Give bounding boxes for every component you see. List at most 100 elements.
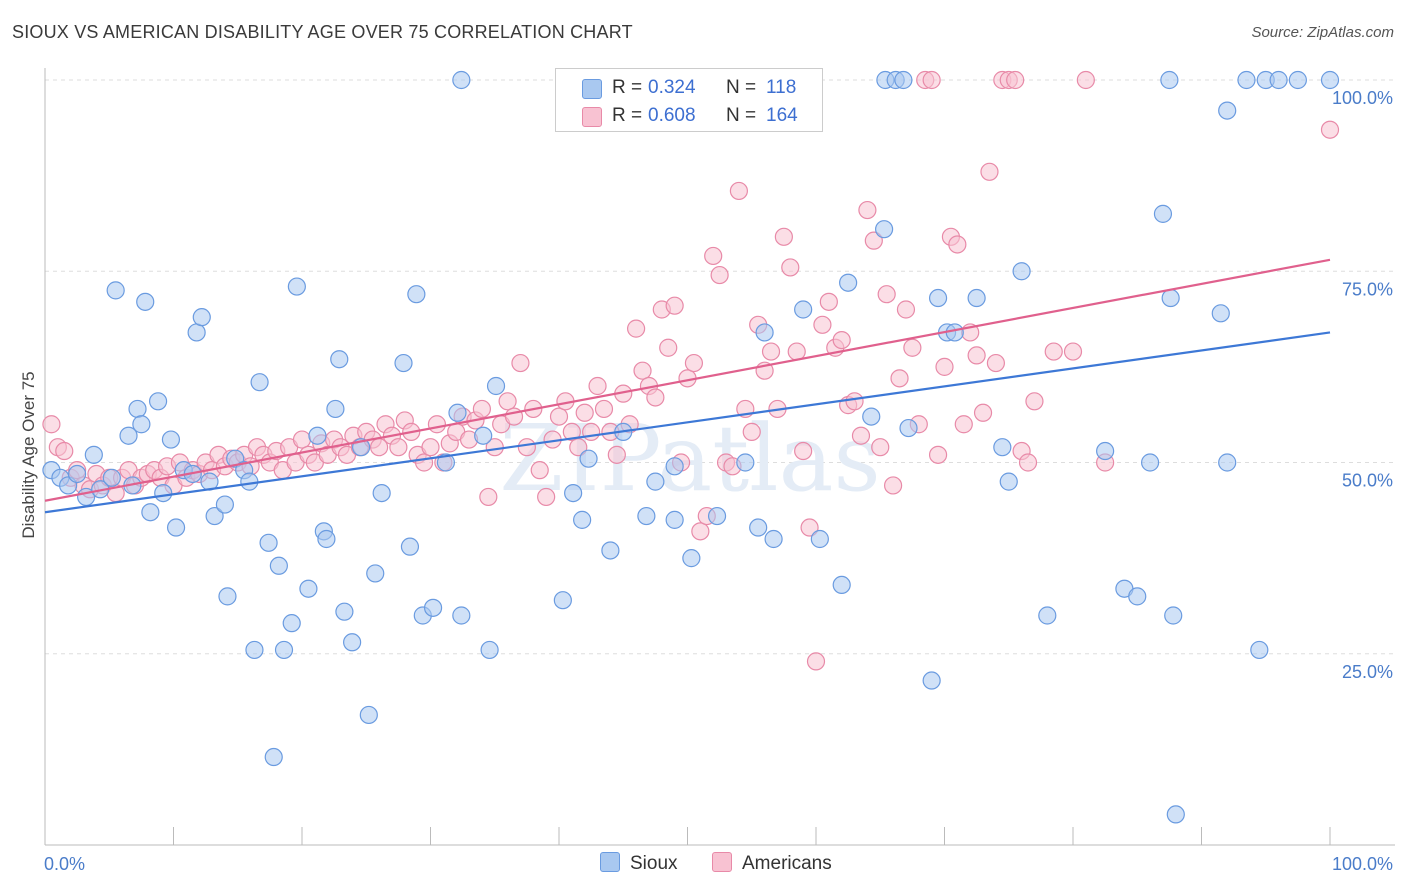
data-point-americans (845, 392, 864, 411)
legend-swatch-sioux (582, 79, 602, 99)
series-americans (42, 70, 1340, 671)
legend-r-value: 0.608 (648, 105, 696, 126)
data-point-americans (710, 265, 729, 285)
data-point-sioux (1288, 70, 1307, 90)
data-point-sioux (452, 606, 471, 625)
data-point-sioux (564, 484, 583, 503)
x-tick-labels: 0.0% 100.0% (44, 854, 1393, 874)
data-point-sioux (308, 426, 327, 445)
data-point-sioux (480, 640, 499, 660)
data-point-sioux (274, 640, 294, 660)
data-point-sioux (218, 587, 237, 606)
data-point-sioux (1038, 606, 1057, 625)
data-point-americans (774, 227, 793, 246)
data-point-sioux (264, 747, 283, 767)
trend-line-americans (44, 258, 1331, 502)
data-point-americans (594, 399, 614, 419)
data-point-sioux (1218, 101, 1237, 120)
data-point-americans (659, 338, 678, 357)
data-point-americans (864, 231, 883, 250)
trend-lines (44, 258, 1331, 514)
data-point-americans (1044, 342, 1063, 361)
data-point-americans (472, 399, 491, 419)
data-point-americans (646, 388, 665, 407)
data-point-americans (421, 438, 440, 457)
data-point-sioux (359, 705, 378, 725)
data-point-sioux (1211, 304, 1230, 323)
data-point-sioux (141, 503, 160, 522)
data-point-sioux (161, 430, 181, 449)
data-point-americans (389, 438, 408, 457)
data-point-americans (819, 292, 838, 311)
trend-line-sioux (44, 331, 1331, 514)
data-point-sioux (862, 407, 881, 426)
data-point-sioux (1161, 288, 1180, 308)
data-point-sioux (330, 350, 349, 369)
correlation-legend: R = 0.324 N = 118 R = 0.608 N = 164 (555, 68, 823, 132)
data-point-americans (800, 518, 819, 537)
legend-swatch-americans (582, 107, 602, 127)
data-point-sioux (343, 633, 362, 652)
data-point-sioux (474, 426, 493, 445)
data-point-americans (871, 438, 890, 457)
axes (44, 68, 1395, 846)
legend-r-label: R = (612, 77, 643, 98)
source-label: Source: ZipAtlas.com (1251, 24, 1394, 41)
data-point-americans (626, 319, 646, 338)
y-tick-label: 25.0% (1342, 662, 1393, 682)
data-point-americans (928, 445, 948, 464)
y-tick-labels: 25.0% 50.0% 75.0% 100.0% (1332, 88, 1393, 682)
data-point-sioux (326, 399, 345, 419)
y-tick-label: 75.0% (1342, 279, 1393, 299)
bottom-swatch-americans (712, 852, 732, 872)
data-point-americans (665, 296, 684, 315)
data-point-americans (691, 522, 710, 541)
data-point-sioux (119, 426, 138, 445)
data-point-sioux (1269, 70, 1288, 90)
legend-row-americans: R = 0.608 N = 164 (556, 103, 822, 131)
y-axis-label: Disability Age Over 75 (19, 371, 38, 538)
legend-n-value: 164 (766, 105, 798, 126)
data-point-americans (1076, 70, 1095, 90)
data-point-americans (922, 70, 941, 90)
data-point-sioux (922, 671, 941, 690)
data-point-americans (1063, 342, 1083, 361)
legend-r-value: 0.324 (648, 77, 696, 98)
data-point-americans (530, 461, 549, 480)
data-point-sioux (132, 415, 151, 434)
data-point-sioux (1237, 70, 1256, 90)
data-point-sioux (1128, 587, 1147, 606)
data-point-sioux (407, 285, 426, 304)
data-point-americans (549, 407, 569, 426)
data-point-sioux (192, 308, 211, 327)
data-point-americans (575, 403, 594, 422)
bottom-legend-americans: Americans (712, 852, 832, 875)
data-point-sioux (84, 445, 103, 464)
data-point-sioux (1320, 70, 1340, 90)
data-point-americans (633, 361, 652, 380)
data-point-sioux (245, 640, 264, 660)
data-point-americans (588, 376, 607, 396)
data-point-sioux (707, 506, 727, 526)
data-point-sioux (579, 449, 598, 468)
data-point-americans (1320, 120, 1340, 139)
grid-lines (45, 79, 1395, 655)
data-point-sioux (993, 438, 1012, 457)
y-tick-label: 100.0% (1332, 88, 1393, 108)
data-point-americans (427, 415, 447, 434)
data-point-americans (761, 342, 781, 361)
data-point-sioux (1096, 441, 1115, 461)
data-point-sioux (68, 464, 87, 484)
data-point-sioux (187, 323, 206, 342)
data-point-sioux (1166, 805, 1185, 824)
data-point-sioux (448, 403, 467, 422)
data-point-sioux (945, 323, 964, 342)
legend-r-label: R = (612, 105, 643, 126)
data-point-americans (479, 487, 498, 507)
data-point-sioux (1012, 262, 1031, 281)
data-point-sioux (282, 614, 301, 633)
data-point-americans (729, 181, 749, 201)
data-point-sioux (646, 472, 665, 491)
data-point-americans (832, 331, 851, 350)
data-point-sioux (749, 518, 768, 537)
